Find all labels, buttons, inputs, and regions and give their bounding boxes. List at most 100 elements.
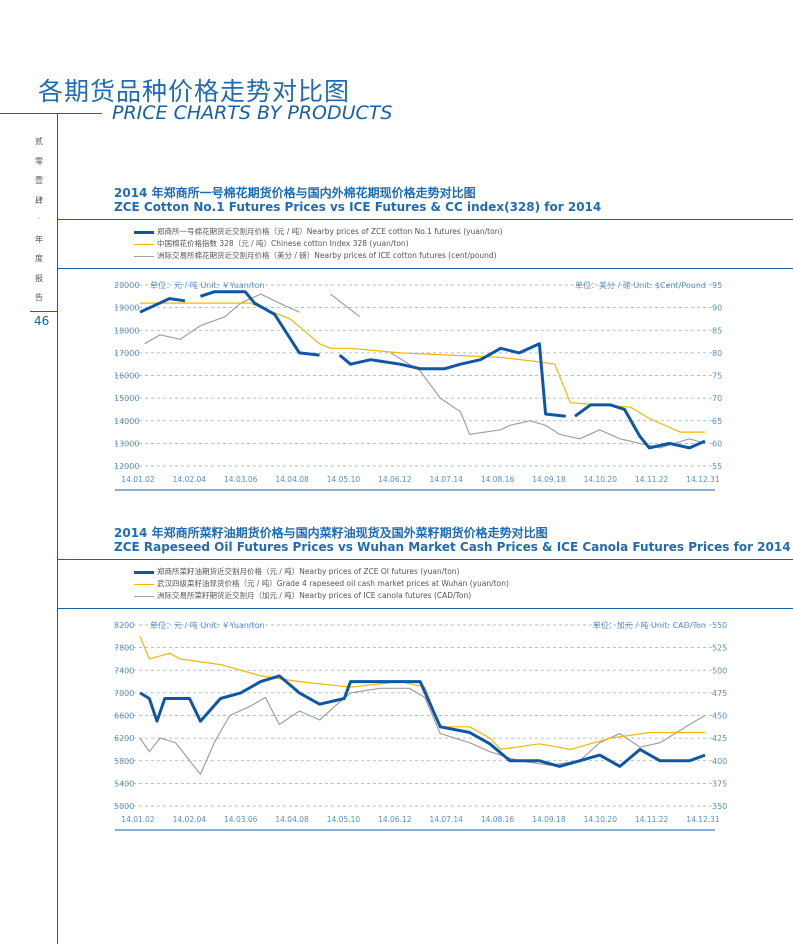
chart-title-cn: 2014 年郑商所菜籽油期货价格与国内菜籽油现货及国外菜籽期货价格走势对比图 xyxy=(114,526,548,540)
x-tick-label: 14.12.31 xyxy=(686,475,720,484)
right-axis-unit: 单位：加元 / 吨 Unit: CAD/Ton xyxy=(593,620,706,630)
y-tick-label: 5400 xyxy=(114,779,134,788)
legend-swatch xyxy=(134,595,154,597)
x-tick-label: 14.02.04 xyxy=(173,475,207,484)
page-number: 46 xyxy=(34,314,50,328)
y2-tick-label: 500 xyxy=(712,666,727,675)
right-axis-unit: 单位：美分 / 磅 Unit: $Cent/Pound xyxy=(575,280,706,290)
y-tick-label: 7000 xyxy=(114,689,134,698)
legend-item: 中国棉花价格指数 328（元 / 吨）Chinese cotton Index … xyxy=(134,238,409,250)
legend-label: 洲际交易所棉花期货近交割月价格（美分 / 磅）Nearby prices of … xyxy=(157,251,497,260)
x-tick-label: 14.02.04 xyxy=(173,815,207,824)
title-divider xyxy=(57,219,793,220)
y2-tick-label: 75 xyxy=(712,372,722,381)
legend-item: 洲际交易所棉花期货近交割月价格（美分 / 磅）Nearby prices of … xyxy=(134,250,497,262)
y2-tick-label: 450 xyxy=(712,712,727,721)
legend-label: 洲际交易所菜籽期货近交割月（加元 / 吨）Nearby prices of IC… xyxy=(157,591,472,600)
series-line-ice xyxy=(144,293,706,449)
y2-tick-label: 95 xyxy=(712,281,722,290)
side-char: 贰 xyxy=(35,137,43,146)
y-tick-label: 7800 xyxy=(114,644,134,653)
side-char: 告 xyxy=(35,293,43,302)
y2-tick-label: 400 xyxy=(712,757,727,766)
x-tick-label: 14.07.14 xyxy=(429,815,463,824)
legend-label: 中国棉花价格指数 328（元 / 吨）Chinese cotton Index … xyxy=(157,239,409,248)
y-tick-label: 5000 xyxy=(114,802,134,811)
title-divider xyxy=(57,559,793,560)
legend-label: 武汉四级菜籽油现货价格（元 / 吨）Grade 4 rapeseed oil c… xyxy=(157,579,509,588)
side-char: · xyxy=(37,214,41,223)
y-tick-label: 6200 xyxy=(114,734,134,743)
x-tick-label: 14.11.22 xyxy=(635,815,669,824)
series-line-zce xyxy=(139,290,706,450)
y2-tick-label: 80 xyxy=(712,349,722,358)
side-char: 肆 xyxy=(35,195,43,205)
legend-swatch xyxy=(134,583,154,585)
y-tick-label: 18000 xyxy=(114,326,139,335)
y-tick-label: 20000 xyxy=(114,281,139,290)
y-tick-label: 13000 xyxy=(114,439,139,448)
y2-tick-label: 70 xyxy=(712,394,722,403)
chart-title-en: ZCE Cotton No.1 Futures Prices vs ICE Fu… xyxy=(114,200,602,214)
y-tick-label: 17000 xyxy=(114,349,139,358)
x-tick-label: 14.07.14 xyxy=(429,475,463,484)
legend-item: 武汉四级菜籽油现货价格（元 / 吨）Grade 4 rapeseed oil c… xyxy=(134,578,509,590)
x-tick-label: 14.03.06 xyxy=(224,815,258,824)
x-tick-label: 14.08.16 xyxy=(481,815,515,824)
legend-swatch xyxy=(134,230,154,234)
legend-swatch xyxy=(134,570,154,574)
title-rule xyxy=(0,113,102,114)
y2-tick-label: 525 xyxy=(712,644,727,653)
side-char: 零 xyxy=(35,156,43,166)
side-char: 报 xyxy=(35,273,43,283)
page-title-cn: 各期货品种价格走势对比图 xyxy=(38,77,351,106)
y-tick-label: 12000 xyxy=(114,462,139,471)
y-tick-label: 14000 xyxy=(114,417,139,426)
x-tick-label: 14.05.10 xyxy=(327,815,361,824)
legend-swatch xyxy=(134,243,154,245)
left-axis-unit: 单位：元 / 吨 Unit: ￥Yuan/ton xyxy=(150,620,265,630)
y-tick-label: 7400 xyxy=(114,666,134,675)
y2-tick-label: 475 xyxy=(712,689,727,698)
legend-divider xyxy=(57,608,793,609)
y-tick-label: 6600 xyxy=(114,712,134,721)
y2-tick-label: 90 xyxy=(712,304,722,313)
x-tick-label: 14.01.02 xyxy=(121,475,155,484)
chart-title-cn: 2014 年郑商所一号棉花期货价格与国内外棉花期现价格走势对比图 xyxy=(114,186,476,200)
legend-item: 郑商所菜籽油期货近交割月价格（元 / 吨）Nearby prices of ZC… xyxy=(134,566,459,578)
x-tick-label: 14.09.18 xyxy=(532,815,566,824)
page-title-en: PRICE CHARTS BY PRODUCTS xyxy=(112,102,393,124)
y2-tick-label: 550 xyxy=(712,621,727,630)
series-line-cash xyxy=(140,302,705,433)
x-tick-label: 14.06.12 xyxy=(378,815,412,824)
series-line-cash xyxy=(139,636,705,750)
legend-item: 洲际交易所菜籽期货近交割月（加元 / 吨）Nearby prices of IC… xyxy=(134,590,471,602)
legend-label: 郑商所一号棉花期货近交割月价格（元 / 吨）Nearby prices of Z… xyxy=(157,227,503,236)
y2-tick-label: 65 xyxy=(712,417,722,426)
x-tick-label: 14.05.10 xyxy=(327,475,361,484)
side-char: 壹 xyxy=(35,176,43,185)
side-char: 度 xyxy=(35,254,43,263)
y2-tick-label: 55 xyxy=(712,462,722,471)
x-tick-label: 14.09.18 xyxy=(532,475,566,484)
plot-area: 20000 95 19000 90 18000 85 17000 80 16000 75 15000… xyxy=(114,280,722,491)
x-tick-label: 14.12.31 xyxy=(686,815,720,824)
y-tick-label: 19000 xyxy=(114,304,139,313)
x-tick-label: 14.10.20 xyxy=(584,475,618,484)
x-tick-label: 14.10.20 xyxy=(584,815,618,824)
x-tick-label: 14.06.12 xyxy=(378,475,412,484)
y2-tick-label: 350 xyxy=(712,802,727,811)
y2-tick-label: 425 xyxy=(712,734,727,743)
legend-item: 郑商所一号棉花期货近交割月价格（元 / 吨）Nearby prices of Z… xyxy=(134,226,502,238)
x-tick-label: 14.11.22 xyxy=(635,475,669,484)
side-char: 年 xyxy=(35,234,43,244)
page-number-rule xyxy=(30,311,58,312)
y2-tick-label: 375 xyxy=(712,779,727,788)
legend-divider xyxy=(57,268,793,269)
plot-area: 8200 550 7800 525 7400 500 7000 475 6600 450 6200 4… xyxy=(114,620,727,831)
left-axis-unit: 单位：元 / 吨 Unit: ￥Yuan/ton xyxy=(150,280,265,290)
y-tick-label: 15000 xyxy=(114,394,139,403)
series-line-zce xyxy=(139,674,706,768)
legend-swatch xyxy=(134,255,154,257)
x-tick-label: 14.08.16 xyxy=(481,475,515,484)
